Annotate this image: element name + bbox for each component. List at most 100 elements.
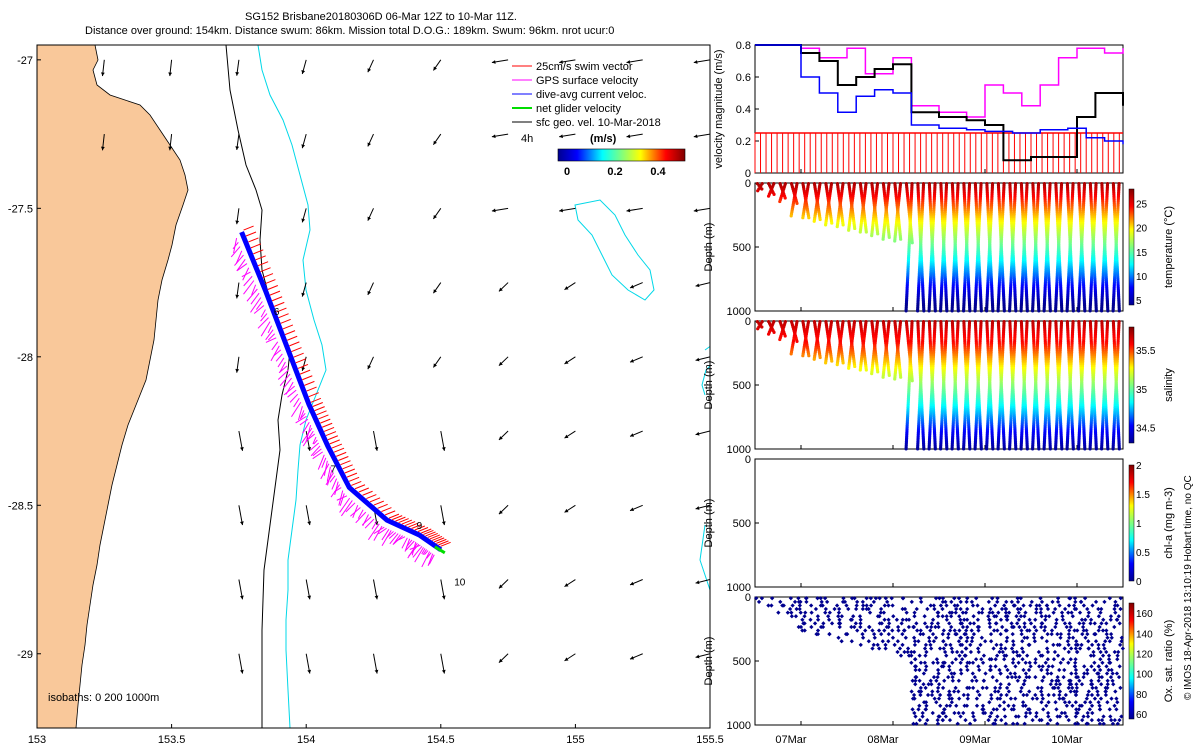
gps-surface-velocity-vector — [277, 369, 289, 380]
geo-velocity-arrowhead — [498, 287, 503, 292]
geo-velocity-arrowhead — [375, 744, 379, 748]
swim-vector — [323, 426, 335, 432]
gps-surface-velocity-vector — [371, 521, 378, 530]
map-y-tick-label: -28.5 — [8, 500, 33, 512]
geo-velocity-arrowhead — [498, 510, 503, 515]
temperature-sample — [1117, 309, 1121, 313]
gps-surface-velocity-vector — [265, 337, 277, 343]
colorbar-tick-0: 0 — [564, 166, 570, 178]
legend-label-swim: 25cm/s swim vector — [536, 61, 633, 73]
gps-surface-velocity-vector — [270, 345, 280, 362]
gps-surface-velocity-vector — [367, 523, 380, 541]
map-x-tick-label: 153.5 — [158, 734, 186, 746]
gps-surface-velocity-vector — [373, 525, 383, 541]
salinity-sample — [881, 375, 885, 379]
gps-surface-velocity-vector — [232, 242, 239, 250]
swim-vector — [329, 439, 340, 445]
track-day-label-6: 6 — [274, 307, 280, 318]
geo-velocity-arrowhead — [235, 146, 240, 150]
swim-vector — [322, 422, 333, 428]
gps-surface-velocity-vector — [355, 511, 367, 524]
swim-vector — [414, 525, 425, 531]
gps-surface-velocity-vector — [364, 518, 375, 529]
salinity-sample — [910, 379, 914, 383]
temperature-sample — [876, 232, 880, 236]
salinity-sample — [904, 447, 908, 451]
temperature-sample — [1094, 309, 1098, 313]
swim-vector — [385, 510, 396, 516]
temperature-sample — [795, 201, 799, 205]
geo-velocity-arrowhead — [498, 436, 503, 440]
swim-vector — [302, 375, 313, 381]
temperature-sample — [996, 309, 1000, 313]
geo-velocity-arrowhead — [559, 134, 563, 139]
temperature-sample — [1048, 309, 1052, 313]
geo-velocity-arrowhead — [630, 433, 635, 437]
gps-surface-velocity-vector — [331, 478, 338, 490]
isobath-200m — [225, 45, 291, 728]
temperature-sample — [945, 309, 949, 313]
colorbar-tick-label: 10 — [1136, 272, 1148, 283]
temperature-sample — [961, 309, 966, 313]
geo-velocity-arrowhead — [433, 140, 437, 145]
salinity-sample — [766, 332, 771, 336]
track-note: 4h — [521, 133, 533, 145]
temperature-sample — [922, 309, 926, 313]
geo-velocity-arrowhead — [441, 447, 446, 451]
gps-surface-velocity-vector — [405, 540, 415, 551]
temperature-sample — [915, 309, 920, 313]
dive-avg-current-track — [239, 231, 443, 552]
swim-vector — [297, 364, 309, 369]
y-tick-label: 0 — [745, 168, 751, 180]
y-tick-label: 0 — [745, 316, 751, 328]
colorbar-tick-2: 0.4 — [650, 166, 666, 178]
y-axis-label: Depth (m) — [703, 223, 715, 272]
gps-surface-velocity-vector — [310, 442, 320, 451]
salinity-sample — [801, 354, 805, 358]
map-x-tick-label: 153 — [28, 734, 46, 746]
swim-vector — [253, 249, 264, 255]
swim-vector — [401, 519, 413, 525]
salinity-sample — [945, 447, 949, 451]
geo-velocity-arrowhead — [499, 733, 503, 737]
gps-surface-velocity-vector — [267, 325, 273, 334]
temperature-sample — [807, 216, 811, 220]
geo-velocity-arrowhead — [367, 68, 372, 73]
geo-velocity-arrow — [707, 727, 710, 728]
gps-surface-velocity-vector — [260, 313, 268, 322]
temperature-sample — [766, 194, 771, 198]
y-tick-label: 500 — [733, 242, 751, 254]
geo-velocity-arrowhead — [307, 669, 312, 674]
temperature-sample — [801, 216, 805, 220]
gps-surface-velocity-vector — [243, 280, 255, 295]
net-speed-series — [755, 44, 1124, 162]
legend-label-geo: sfc geo. vel. 10-Mar-2018 — [536, 117, 661, 129]
gps-surface-velocity-vector — [260, 321, 271, 337]
salinity-sample — [807, 354, 811, 358]
swim-vector — [344, 468, 355, 474]
gps-surface-velocity-vector — [409, 544, 421, 550]
colorbar-tick-label: 35 — [1136, 385, 1148, 396]
geo-velocity-arrowhead — [491, 60, 496, 64]
swim-vector — [338, 456, 349, 461]
gps-surface-velocity-vector — [317, 454, 325, 470]
title-line-2: Distance over ground: 154km. Distance sw… — [85, 25, 614, 37]
temperature-sample — [812, 219, 816, 223]
temperature-sample — [1019, 309, 1023, 313]
temperature-sample — [1002, 309, 1006, 313]
geo-velocity-arrowhead — [301, 70, 306, 74]
swim-vector — [293, 352, 304, 358]
gps-surface-velocity-vector — [234, 254, 244, 266]
swim-vector — [310, 397, 322, 403]
geo-velocity-arrowhead — [367, 142, 372, 147]
swim-vector — [243, 225, 254, 231]
gps-surface-velocity-vector — [241, 271, 251, 278]
swim-vector — [257, 261, 269, 267]
track-day-label-7: 7 — [330, 465, 336, 476]
colorbar-unit-label: (m/s) — [590, 133, 617, 145]
geo-velocity-arrowhead — [693, 134, 698, 139]
temperature-sample — [1083, 309, 1087, 313]
